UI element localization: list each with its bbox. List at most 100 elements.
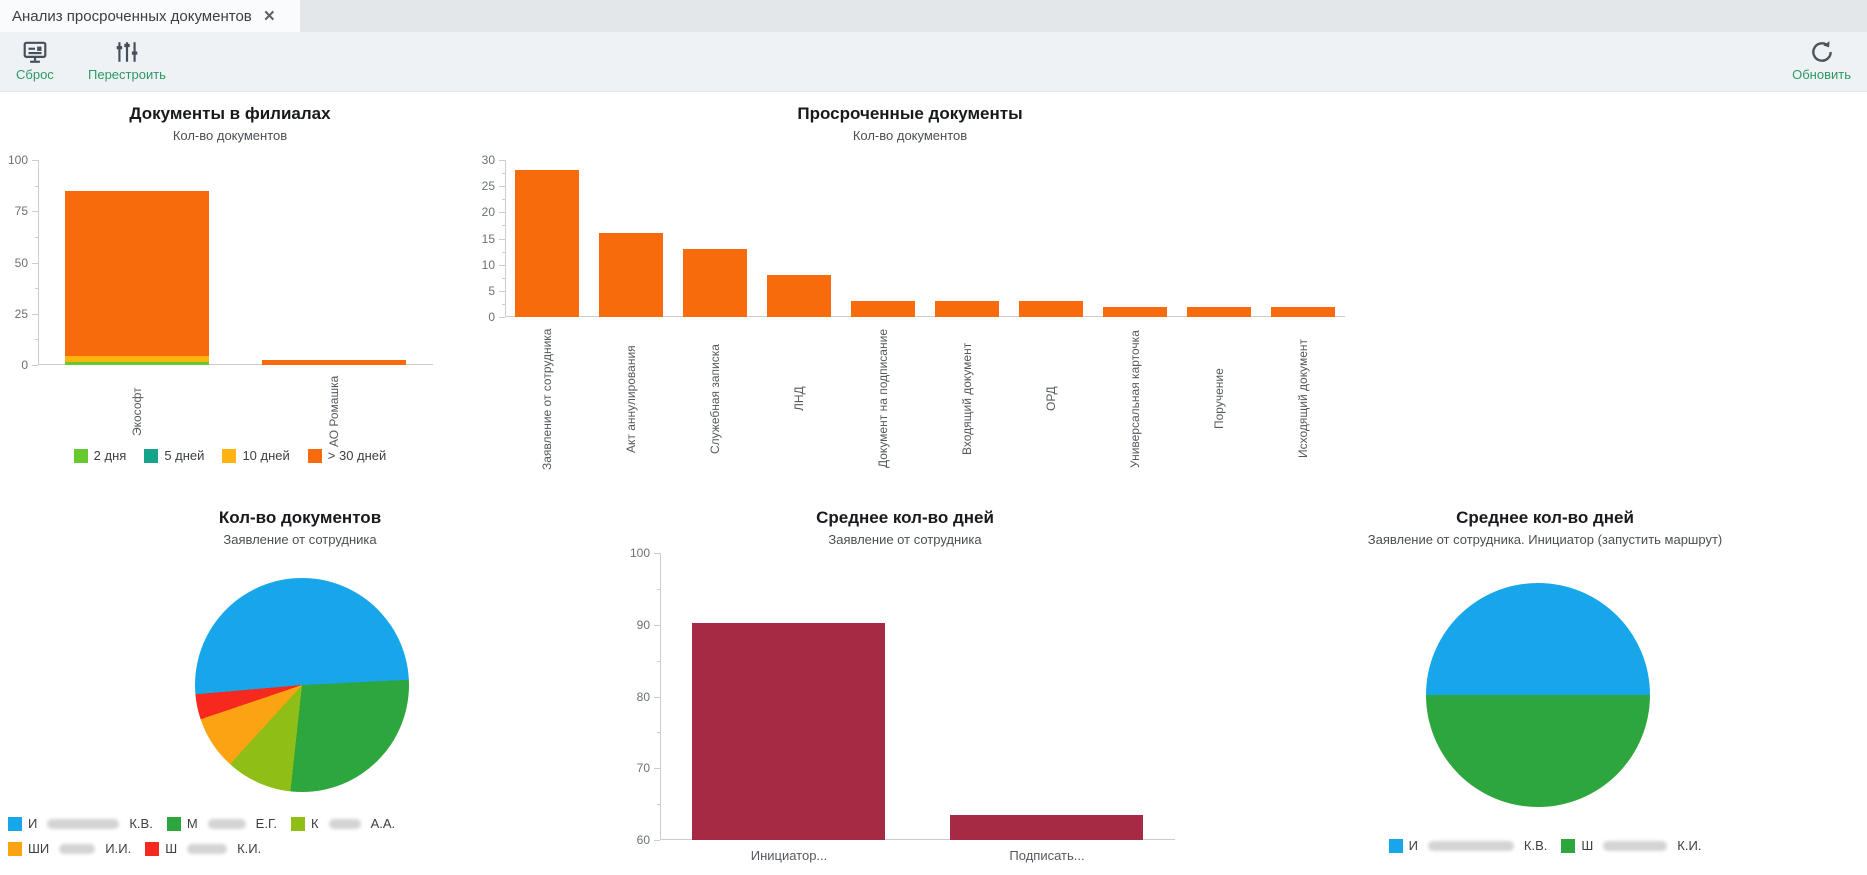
- x-axis-label: Исходящий документ: [1296, 339, 1310, 459]
- bar[interactable]: [1271, 307, 1335, 317]
- chart-docs-by-branch: Документы в филиалах Кол-во документов 0…: [0, 96, 460, 491]
- y-axis-minor-tick: [502, 304, 505, 305]
- bar[interactable]: [935, 301, 999, 317]
- bar-segment[interactable]: [262, 360, 406, 365]
- y-axis-tick: [654, 553, 660, 554]
- legend-name-suffix: Е.Г.: [255, 816, 278, 831]
- plot-frame: [660, 553, 1175, 840]
- refresh-button[interactable]: Обновить: [1792, 39, 1851, 82]
- y-axis-minor-tick: [502, 225, 505, 226]
- legend-name-suffix: К.И.: [1677, 838, 1702, 853]
- legend-label: 5 дней: [164, 448, 205, 463]
- legend-label: > 30 дней: [327, 448, 387, 463]
- x-axis-label: Подписать...: [1009, 848, 1085, 863]
- reset-button[interactable]: Сброс: [16, 39, 54, 82]
- y-axis-minor-tick: [502, 278, 505, 279]
- pie-chart[interactable]: [195, 578, 409, 792]
- y-axis-label: 25: [481, 179, 495, 193]
- bar[interactable]: [515, 170, 579, 317]
- sliders-icon: [114, 39, 140, 65]
- legend-item[interactable]: 10 дней: [222, 448, 290, 463]
- y-axis-label: 60: [636, 833, 650, 847]
- y-axis-tick: [654, 768, 660, 769]
- legend-swatch: [8, 841, 22, 856]
- bar[interactable]: [692, 623, 885, 840]
- x-axis-label: АО Ромашка: [327, 375, 341, 448]
- y-axis-minor-tick: [35, 186, 38, 187]
- tab-close-icon[interactable]: ×: [263, 5, 275, 27]
- rebuild-button[interactable]: Перестроить: [88, 39, 166, 82]
- legend-item[interactable]: > 30 дней: [307, 448, 387, 463]
- redacted-name: [47, 818, 120, 829]
- y-axis-label: 100: [629, 546, 650, 560]
- chart-subtitle: Кол-во документов: [852, 128, 968, 143]
- toolbar: Сброс Перестроить Обновить: [0, 32, 1867, 92]
- y-axis-tick: [499, 212, 505, 213]
- x-axis-label: Документ на подписание: [876, 329, 890, 469]
- y-axis-minor-tick: [657, 804, 660, 805]
- legend-item[interactable]: И К.В.: [8, 816, 153, 831]
- pie-legend: И К.В. М Е.Г. К А.А. ШИ И.И. Ш К.И.: [8, 816, 528, 856]
- legend-item[interactable]: 2 дня: [73, 448, 127, 463]
- plot-frame: [38, 160, 433, 365]
- x-axis-label: ОРД: [1044, 386, 1058, 412]
- legend-swatch: [307, 448, 322, 463]
- bar-segment[interactable]: [65, 362, 209, 365]
- y-axis-tick: [32, 211, 38, 212]
- legend-item[interactable]: 5 дней: [144, 448, 204, 463]
- y-axis-label: 70: [636, 761, 650, 775]
- x-axis-label: Акт аннулирования: [624, 345, 638, 453]
- legend-label: 10 дней: [242, 448, 290, 463]
- y-axis-minor-tick: [657, 589, 660, 590]
- bar[interactable]: [950, 815, 1143, 840]
- bar[interactable]: [1019, 301, 1083, 317]
- legend-name-suffix: И.И.: [105, 841, 132, 856]
- chart-overdue-by-type: Просроченные документы Кол-во документов…: [470, 96, 1350, 491]
- chart-title: Просроченные документы: [797, 104, 1023, 123]
- plot-frame: [505, 160, 1345, 317]
- legend-item[interactable]: Ш К.И.: [1561, 838, 1701, 853]
- y-axis-minor-tick: [35, 288, 38, 289]
- x-axis-label: Поручение: [1212, 368, 1226, 430]
- chart-title: Кол-во документов: [218, 508, 382, 527]
- y-axis-minor-tick: [657, 661, 660, 662]
- bar[interactable]: [1187, 307, 1251, 317]
- pie-chart[interactable]: [1426, 583, 1650, 807]
- y-axis-label: 20: [481, 205, 495, 219]
- chart-subtitle: Заявление от сотрудника: [828, 532, 982, 547]
- legend-swatch: [73, 448, 88, 463]
- y-axis-tick: [499, 186, 505, 187]
- bar[interactable]: [683, 249, 747, 317]
- chart-subtitle: Заявление от сотрудника. Инициатор (запу…: [1367, 532, 1723, 547]
- bar-segment[interactable]: [65, 356, 209, 362]
- tab-bar: Анализ просроченных документов ×: [0, 0, 1867, 32]
- legend-item[interactable]: К А.А.: [291, 816, 395, 831]
- refresh-button-label: Обновить: [1792, 67, 1851, 82]
- legend-item[interactable]: И К.В.: [1388, 838, 1547, 853]
- x-axis-label: Универсальная карточка: [1128, 330, 1142, 468]
- legend-swatch: [1561, 838, 1576, 853]
- bar[interactable]: [767, 275, 831, 317]
- bar-segment[interactable]: [65, 191, 209, 356]
- legend-item[interactable]: Ш К.И.: [145, 841, 261, 856]
- chart-plot-area: 60 70 80 90 100 Инициатор... Подписать...: [620, 500, 1190, 875]
- y-axis-tick: [499, 317, 505, 318]
- refresh-icon: [1809, 39, 1835, 65]
- bar[interactable]: [1103, 307, 1167, 317]
- rebuild-button-label: Перестроить: [88, 67, 166, 82]
- y-axis-label: 30: [481, 153, 495, 167]
- y-axis-tick: [499, 291, 505, 292]
- legend-item[interactable]: М Е.Г.: [166, 816, 278, 831]
- legend-label: 2 дня: [93, 448, 127, 463]
- legend-name-suffix: А.А.: [370, 816, 396, 831]
- bar[interactable]: [599, 233, 663, 317]
- legend-swatch: [222, 448, 237, 463]
- x-axis-label: Служебная записка: [708, 344, 722, 454]
- document-tab[interactable]: Анализ просроченных документов ×: [0, 0, 300, 32]
- y-axis-tick: [654, 697, 660, 698]
- bar[interactable]: [851, 301, 915, 317]
- legend-item[interactable]: ШИ И.И.: [8, 841, 131, 856]
- chart-plot-area: 0 5 10 15 20 25 30 Заявление от сотрудника Акт а…: [470, 96, 1350, 491]
- legend-name-prefix: Ш: [1581, 838, 1594, 853]
- chart-plot-area: И К.В. Ш К.И.: [1280, 500, 1810, 875]
